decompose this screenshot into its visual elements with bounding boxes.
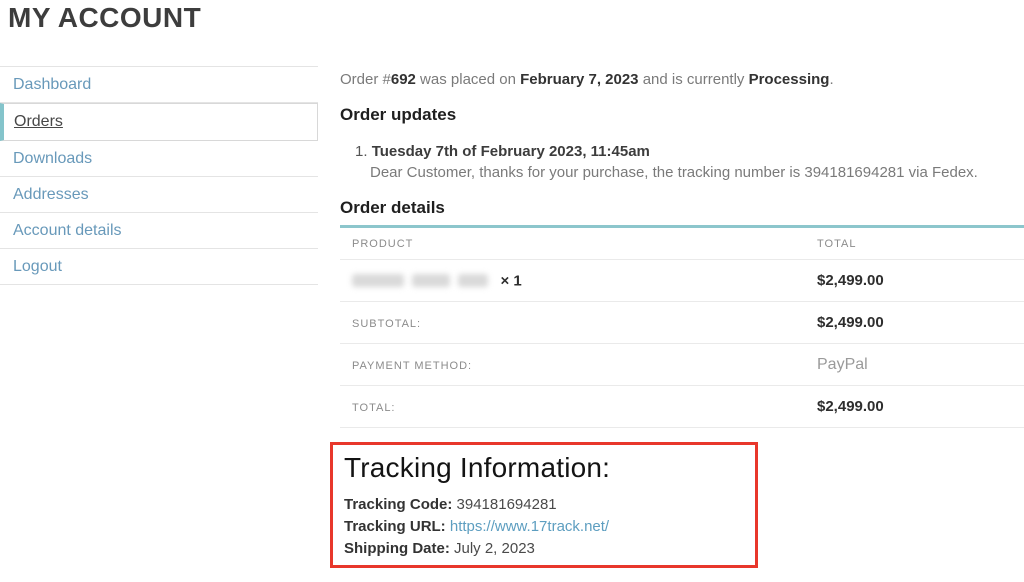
tracking-code-value: 394181694281 xyxy=(452,496,557,513)
product-name-redacted xyxy=(458,273,488,287)
table-row-payment-method: Payment method: PayPal xyxy=(340,344,1024,386)
sidebar-item-dashboard[interactable]: Dashboard xyxy=(0,67,318,103)
tracking-information-box: Tracking Information: Tracking Code: 394… xyxy=(330,442,758,568)
sidebar-item-orders[interactable]: Orders xyxy=(0,103,318,141)
status-middle1: was placed on xyxy=(415,71,521,88)
table-row-product: × 1 $2,499.00 xyxy=(340,260,1024,302)
page-title: MY ACCOUNT xyxy=(8,2,202,33)
account-sidebar: Dashboard Orders Downloads Addresses Acc… xyxy=(0,66,318,285)
update-index: 1. xyxy=(355,143,368,160)
table-header-row: Product Total xyxy=(340,228,1024,260)
order-number: 692 xyxy=(390,71,416,88)
status-suffix: . xyxy=(829,71,834,88)
tracking-information-heading: Tracking Information: xyxy=(344,452,611,483)
product-quantity: × 1 xyxy=(500,271,522,289)
total-value: $2,499.00 xyxy=(817,397,884,415)
subtotal-value: $2,499.00 xyxy=(817,313,884,331)
update-message: Dear Customer, thanks for your purchase,… xyxy=(370,164,978,181)
sidebar-item-label: Logout xyxy=(13,258,62,275)
sidebar-item-account-details[interactable]: Account details xyxy=(0,213,318,249)
sidebar-item-label: Dashboard xyxy=(13,76,92,93)
sidebar-item-label: Orders xyxy=(14,113,63,130)
tracking-code-label: Tracking Code: xyxy=(344,496,453,513)
column-header-product: Product xyxy=(352,237,414,250)
sidebar-item-label: Account details xyxy=(13,222,122,239)
order-updates-heading: Order updates xyxy=(340,105,457,124)
order-details-heading: Order details xyxy=(340,198,445,217)
order-update-item: 1. Tuesday 7th of February 2023, 11:45am… xyxy=(355,141,978,183)
column-header-total: Total xyxy=(817,237,857,250)
sidebar-item-downloads[interactable]: Downloads xyxy=(0,141,318,177)
status-prefix: Order # xyxy=(340,71,391,88)
order-state: Processing xyxy=(748,71,830,88)
shipping-date-label: Shipping Date: xyxy=(344,540,450,557)
payment-method-value: PayPal xyxy=(817,355,868,373)
order-details-table: Product Total × 1 $2,499.00 Subtotal: $2… xyxy=(340,225,1024,428)
sidebar-item-label: Downloads xyxy=(13,150,93,167)
tracking-url-label: Tracking URL: xyxy=(344,518,446,535)
product-name-redacted xyxy=(352,273,404,287)
total-label: Total: xyxy=(352,401,396,414)
order-date: February 7, 2023 xyxy=(520,71,639,88)
tracking-url-line: Tracking URL: https://www.17track.net/ xyxy=(344,516,745,538)
sidebar-item-addresses[interactable]: Addresses xyxy=(0,177,318,213)
shipping-date-value: July 2, 2023 xyxy=(449,540,535,557)
subtotal-label: Subtotal: xyxy=(352,317,422,330)
shipping-date-line: Shipping Date: July 2, 2023 xyxy=(344,538,745,560)
tracking-code-line: Tracking Code: 394181694281 xyxy=(344,494,745,516)
sidebar-item-logout[interactable]: Logout xyxy=(0,249,318,285)
table-row-subtotal: Subtotal: $2,499.00 xyxy=(340,302,1024,344)
payment-method-label: Payment method: xyxy=(352,359,473,372)
product-name-redacted xyxy=(412,273,450,287)
table-row-total: Total: $2,499.00 xyxy=(340,386,1024,428)
product-total: $2,499.00 xyxy=(817,271,884,289)
status-middle2: and is currently xyxy=(638,71,749,88)
order-status-line: Order #692 was placed on February 7, 202… xyxy=(340,71,834,88)
sidebar-item-label: Addresses xyxy=(13,186,89,203)
update-date-line: 1. Tuesday 7th of February 2023, 11:45am xyxy=(355,141,978,162)
tracking-url-link[interactable]: https://www.17track.net/ xyxy=(449,518,610,535)
update-date: Tuesday 7th of February 2023, 11:45am xyxy=(371,143,650,160)
